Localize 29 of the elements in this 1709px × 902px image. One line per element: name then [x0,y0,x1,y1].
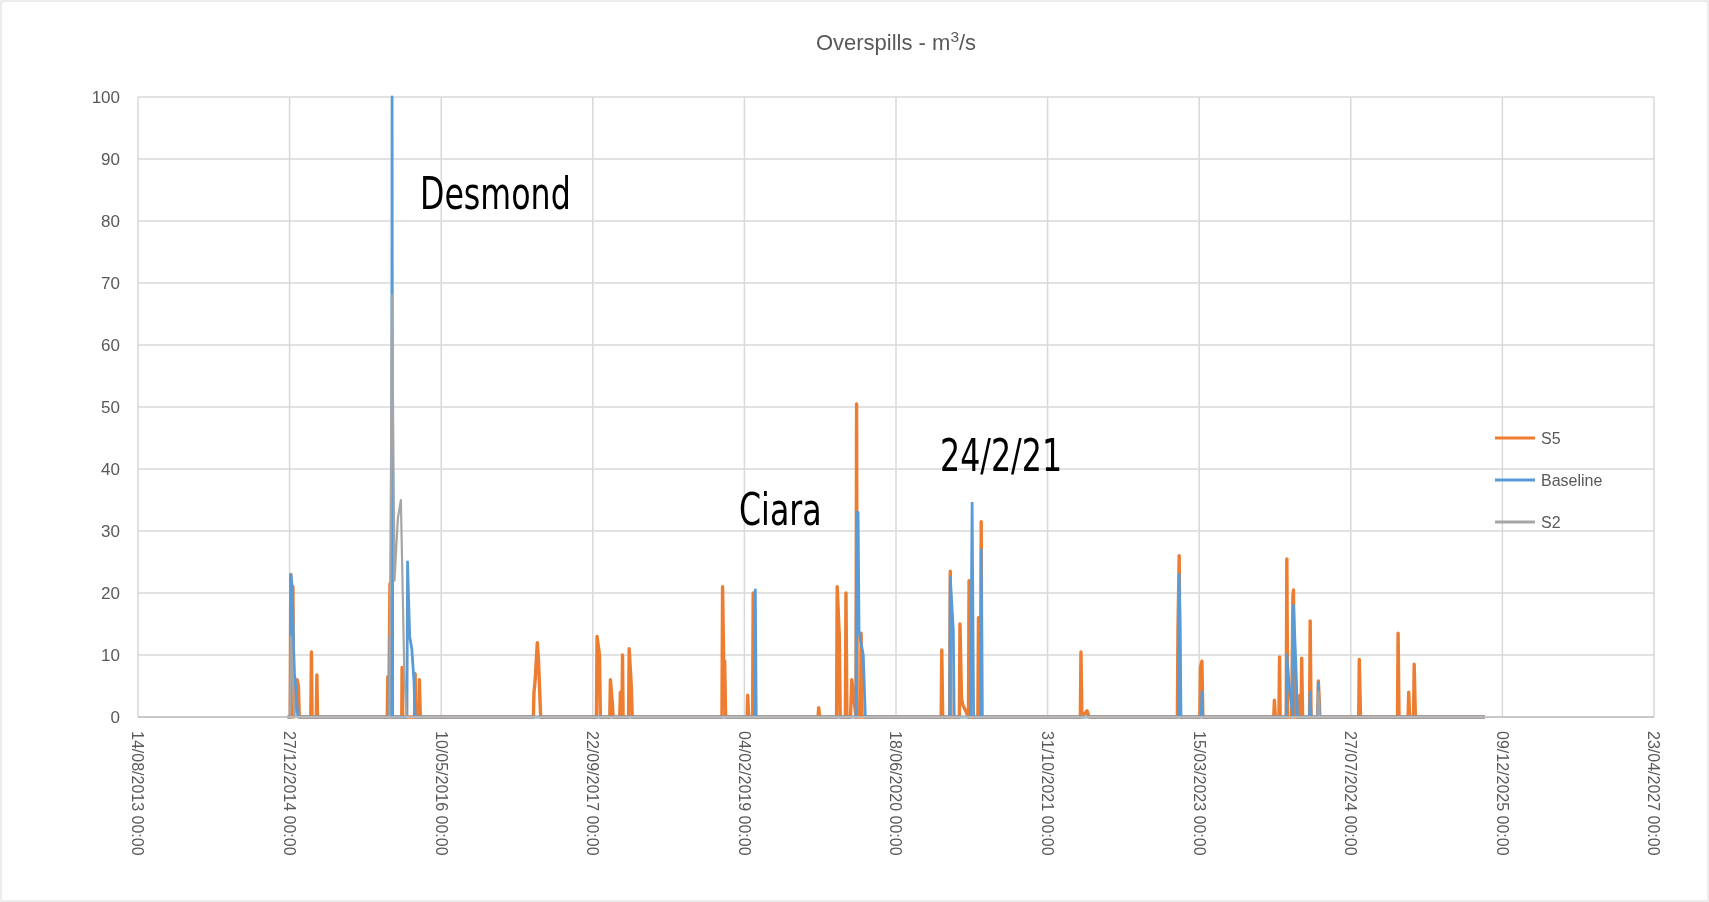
y-tick-label: 10 [101,645,120,665]
x-tick-label: 31/10/2021 00:00 [1039,731,1056,856]
y-tick-label: 20 [101,583,120,603]
y-tick-label: 50 [101,397,120,417]
x-tick-label: 10/05/2016 00:00 [432,731,450,856]
y-tick-label: 60 [101,335,120,355]
y-tick-label: 90 [101,149,120,169]
x-tick-label: 15/03/2023 00:00 [1190,731,1208,856]
y-tick-label: 100 [91,87,120,107]
legend-label: Baseline [1541,471,1603,489]
x-tick-label: 22/09/2017 00:00 [584,731,602,856]
chart-title: Overspills - m$^{3}$/s [815,27,977,55]
x-tick-label: 04/02/2019 00:00 [735,731,753,856]
y-tick-label: 40 [101,459,120,479]
y-tick-label: 30 [101,521,120,541]
y-tick-label: 0 [110,707,120,727]
annotation: Desmond [420,168,571,220]
legend-label: S2 [1541,513,1561,531]
x-tick-label: 23/04/2027 00:00 [1645,731,1663,856]
x-tick-label: 18/06/2020 00:00 [887,731,905,856]
x-tick-label: 27/12/2014 00:00 [281,731,298,856]
annotation: 24/2/21 [940,430,1063,482]
annotation: Ciara [739,484,822,536]
legend-label: S5 [1541,429,1561,447]
x-tick-label: 14/08/2013 00:00 [129,731,147,856]
y-tick-label: 70 [101,273,120,293]
y-tick-label: 80 [101,211,120,231]
x-tick-label: 09/12/2025 00:00 [1493,731,1511,856]
x-tick-label: 27/07/2024 00:00 [1342,731,1360,856]
